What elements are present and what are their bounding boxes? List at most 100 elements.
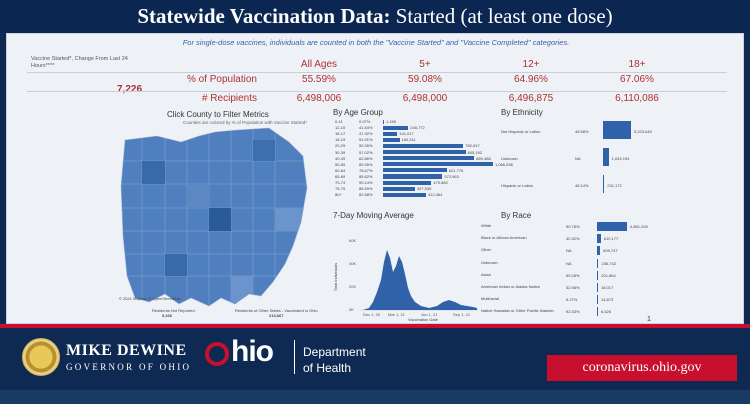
age-label: 20-29	[335, 143, 346, 149]
website-link[interactable]: coronavirus.ohio.gov	[547, 355, 737, 381]
age-label: 70-74	[335, 180, 346, 185]
age-value: 1,159	[386, 119, 397, 124]
summary-cell: 64.96%	[514, 74, 548, 85]
race-value: 18,017	[601, 285, 614, 290]
age-value: 245,772	[410, 125, 425, 131]
race-bar[interactable]	[597, 258, 599, 268]
age-pct: 0.07%	[359, 119, 371, 124]
age-pct: 86.69%	[359, 186, 373, 192]
ethnicity-value: 5,223,640	[634, 129, 652, 134]
summary-cell: 55.59%	[302, 74, 336, 85]
table-rule	[27, 91, 727, 92]
summary-cell: 6,498,006	[296, 93, 342, 104]
age-value: 805,192	[467, 149, 482, 155]
race-bar[interactable]	[597, 307, 598, 317]
race-bar[interactable]	[597, 270, 599, 280]
age-bar[interactable]	[383, 125, 409, 130]
age-bar[interactable]	[383, 192, 426, 197]
age-bar[interactable]	[383, 156, 475, 161]
y-tick: 40K	[349, 261, 356, 266]
age-label: 75-79	[335, 186, 346, 192]
age-pct: 69.35%	[359, 161, 373, 167]
single-dose-note: For single-dose vaccines, individuals ar…	[182, 38, 570, 47]
y-tick: 60K	[349, 238, 356, 243]
ohio-logo-text: hio	[231, 335, 274, 368]
age-bar[interactable]	[383, 162, 493, 167]
ohio-seal-icon	[22, 338, 60, 376]
age-label: 40-49	[335, 155, 346, 161]
age-pct: 57.02%	[359, 149, 373, 155]
ethnicity-label: Unknown	[501, 156, 518, 161]
change-label: Vaccine Started*, Change From Last 24 Ho…	[31, 56, 128, 69]
ethnicity-label: Not Hispanic or Latino	[501, 129, 541, 134]
race-pct: 5.27%	[566, 297, 578, 303]
age-bar[interactable]	[383, 180, 432, 185]
race-bar[interactable]	[597, 234, 601, 244]
stat-not-reported-label: Residents Not Reported	[152, 308, 195, 313]
race-value: 201,864	[601, 272, 616, 278]
ethnicity-bar[interactable]	[603, 175, 605, 193]
age-label: 50-59	[335, 161, 346, 167]
age-title: By Age Group	[333, 108, 383, 117]
summary-cell: 59.08%	[408, 74, 442, 85]
age-bar[interactable]	[383, 143, 464, 149]
age-value: 572,963	[444, 173, 459, 179]
title-bold: Statewide Vaccination Data:	[137, 4, 391, 28]
department-of-health: Department of Health	[303, 344, 366, 376]
column-header: 12+	[522, 59, 540, 70]
stat-other-states-label: Residents of Other States - Vaccinated i…	[235, 308, 318, 313]
governor-title: GOVERNOR OF OHIO	[66, 362, 192, 372]
age-bar[interactable]	[383, 174, 443, 179]
ethnicity-bar[interactable]	[603, 148, 609, 166]
race-label: Multiracial	[481, 296, 500, 302]
moving-avg-ylabel: Total individuals	[333, 263, 338, 291]
race-value: 6,526	[601, 309, 612, 315]
ethnicity-bar[interactable]	[603, 121, 631, 139]
race-bar[interactable]	[597, 283, 598, 292]
age-pct: 78.67%	[359, 167, 373, 173]
age-value: 1,066,936	[495, 161, 513, 167]
y-tick: 20K	[349, 284, 356, 289]
race-bar[interactable]	[597, 246, 601, 256]
race-bar[interactable]	[597, 222, 627, 231]
age-label: 18-19	[335, 137, 346, 143]
moving-avg-xlabel: Vaccination Date	[408, 317, 439, 322]
change-value: 7,226	[117, 84, 143, 95]
dept-line-2: of Health	[303, 361, 352, 375]
age-bar[interactable]	[383, 150, 466, 155]
logo-divider	[294, 340, 295, 374]
age-label: 30-39	[335, 149, 346, 155]
moving-avg-chart[interactable]: Total individuals 60K 40K 20K 0K Dec 1, …	[333, 222, 483, 322]
age-bar[interactable]	[383, 119, 384, 124]
age-label: 12-15	[335, 125, 346, 131]
age-bar[interactable]	[383, 131, 398, 136]
column-header: 5+	[419, 59, 431, 70]
race-label: Native Hawaiian or Other Pacific Islande…	[481, 308, 554, 314]
governor-name: MIKE DEWINE	[66, 342, 187, 359]
age-bar[interactable]	[383, 186, 415, 191]
summary-cell: 6,496,875	[508, 93, 554, 104]
ohio-county-map[interactable]	[117, 126, 317, 326]
race-label: Asian	[481, 271, 492, 277]
age-bar[interactable]	[383, 168, 447, 173]
summary-cell: 67.06%	[620, 74, 654, 85]
ohio-logo-icon	[205, 342, 229, 366]
race-title: By Race	[501, 211, 532, 220]
age-pct: 62.86%	[359, 155, 373, 161]
ethnicity-title: By Ethnicity	[501, 108, 543, 117]
moving-avg-title: 7-Day Moving Average	[333, 211, 414, 220]
race-label: Unknown	[481, 259, 498, 265]
age-bar[interactable]	[383, 137, 400, 142]
race-pct: NA	[566, 248, 572, 254]
x-tick: Sep 1, 21	[453, 312, 471, 317]
summary-cell: 6,110,086	[615, 93, 659, 104]
age-label: 80+	[335, 192, 342, 198]
race-bar[interactable]	[597, 295, 598, 305]
age-pct: 47.32%	[359, 131, 373, 137]
table-rule	[27, 72, 727, 73]
ethnicity-pct: 48.14%	[575, 183, 589, 188]
race-pct: 52.98%	[566, 285, 580, 290]
column-header: 18+	[628, 59, 646, 70]
map-title: Click County to Filter Metrics	[167, 110, 269, 119]
age-value: 470,882	[433, 180, 448, 185]
